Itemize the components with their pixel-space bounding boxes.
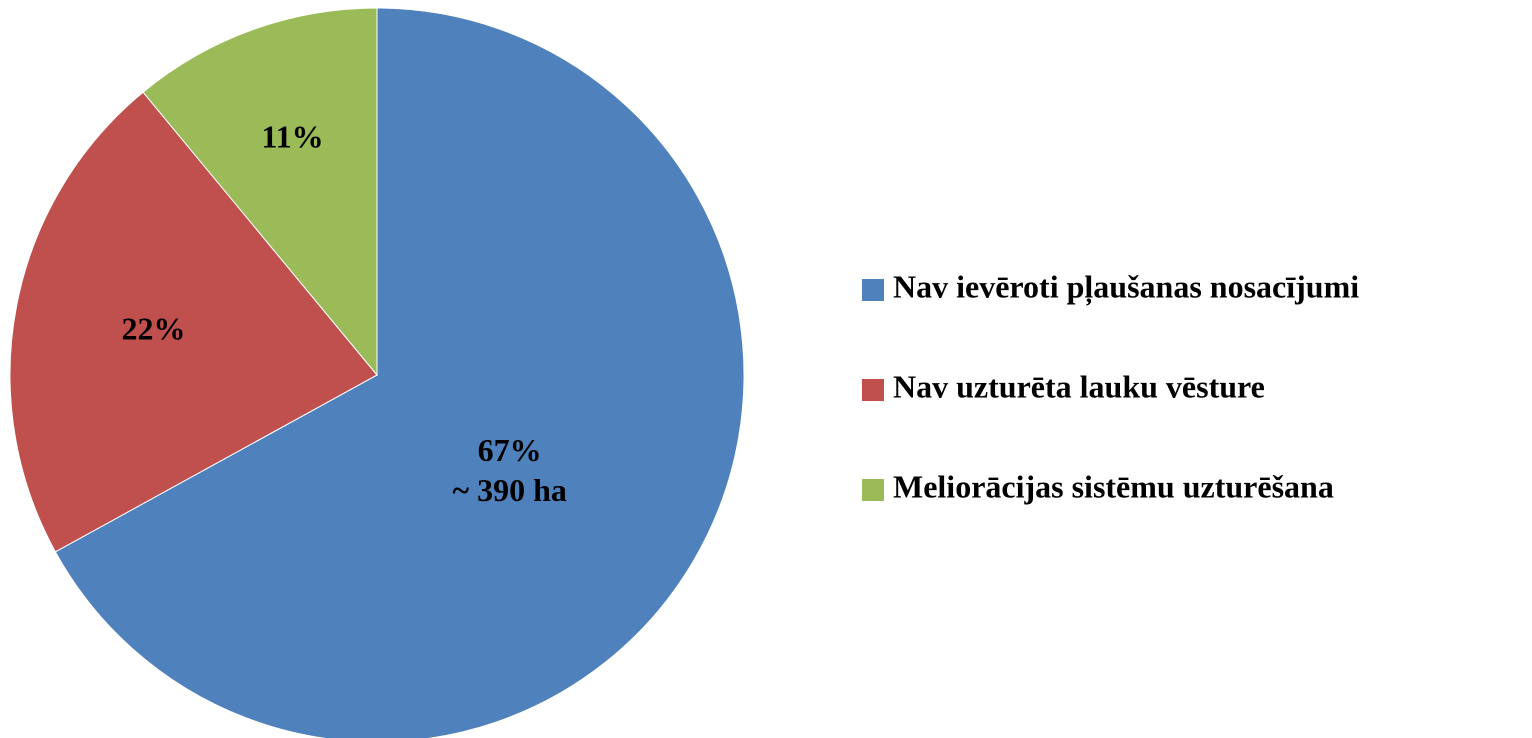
data-label: 22%	[121, 311, 185, 347]
legend-label: Meliorācijas sistēmu uzturēšana	[893, 468, 1334, 504]
data-label: 67%	[478, 432, 542, 468]
legend-label: Nav uzturēta lauku vēsture	[893, 368, 1265, 404]
data-label: 11%	[261, 119, 323, 155]
legend-swatch	[862, 379, 884, 401]
pie-slice	[9, 91, 378, 553]
legend-swatch	[862, 279, 884, 301]
legend-swatch	[862, 479, 884, 501]
annotation: ~ 390 ha	[452, 472, 566, 508]
legend-label: Nav ievēroti pļaušanas nosacījumi	[893, 268, 1359, 305]
pie-slice	[54, 7, 745, 738]
pie-slice	[142, 7, 378, 377]
